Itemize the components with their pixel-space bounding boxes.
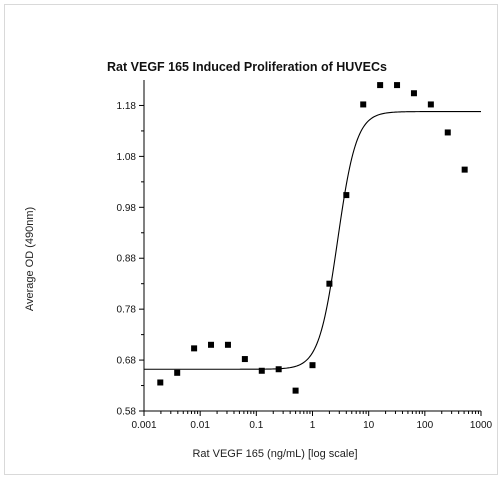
data-point — [377, 82, 383, 88]
data-point — [428, 101, 434, 107]
x-tick-label: 1 — [310, 420, 316, 431]
x-tick-label: 10 — [363, 420, 375, 431]
data-point — [343, 192, 349, 198]
data-point — [462, 167, 468, 173]
y-tick-label: 1.08 — [117, 152, 137, 163]
data-point — [191, 345, 197, 351]
data-point — [293, 388, 299, 394]
x-tick-label: 1000 — [470, 420, 493, 431]
data-point — [225, 342, 231, 348]
y-tick-label: 0.68 — [117, 356, 137, 367]
data-point — [394, 82, 400, 88]
data-point — [174, 370, 180, 376]
data-point — [157, 379, 163, 385]
x-tick-label: 0.001 — [131, 420, 156, 431]
y-tick-label: 0.58 — [117, 407, 137, 418]
x-tick-label: 100 — [416, 420, 433, 431]
y-tick-label: 0.98 — [117, 203, 137, 214]
data-point — [276, 366, 282, 372]
data-point — [208, 342, 214, 348]
data-point — [326, 281, 332, 287]
chart-title: Rat VEGF 165 Induced Proliferation of HU… — [107, 60, 387, 74]
fit-curve — [144, 112, 481, 370]
data-point — [360, 101, 366, 107]
data-point — [310, 362, 316, 368]
data-point — [445, 129, 451, 135]
y-tick-label: 1.18 — [117, 101, 137, 112]
data-point — [259, 368, 265, 374]
x-tick-label: 0.1 — [249, 420, 263, 431]
data-point — [242, 356, 248, 362]
x-axis-label: Rat VEGF 165 (ng/mL) [log scale] — [192, 448, 357, 460]
chart-svg: Rat VEGF 165 Induced Proliferation of HU… — [5, 5, 499, 476]
y-axis-label: Average OD (490nm) — [24, 207, 36, 311]
x-tick-label: 0.01 — [190, 420, 210, 431]
y-tick-label: 0.78 — [117, 305, 137, 316]
y-tick-label: 0.88 — [117, 254, 137, 265]
data-point — [411, 90, 417, 96]
chart-frame: Rat VEGF 165 Induced Proliferation of HU… — [4, 4, 498, 475]
